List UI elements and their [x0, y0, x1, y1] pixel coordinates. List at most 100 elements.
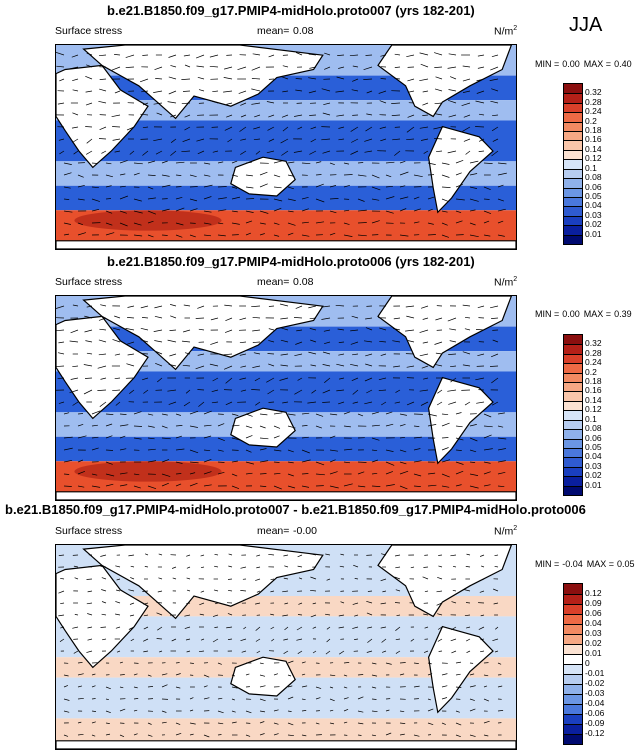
stress-vector	[455, 220, 463, 224]
units-base: N/m	[494, 525, 514, 538]
stress-vector	[315, 174, 322, 176]
stress-vector	[77, 423, 84, 427]
stress-vector	[281, 327, 289, 331]
stress-vector	[256, 554, 261, 557]
stress-vector	[172, 577, 177, 580]
stress-vector	[157, 590, 163, 593]
stress-vector	[91, 473, 98, 476]
stress-vector	[329, 210, 337, 214]
stress-vector	[364, 377, 373, 382]
stress-vector	[395, 589, 401, 592]
stress-vector	[143, 614, 149, 617]
colorbar-swatch	[564, 438, 582, 448]
stress-vector	[63, 674, 69, 677]
stress-vector	[105, 222, 113, 226]
stress-vector	[336, 363, 345, 367]
stress-vector	[322, 389, 331, 394]
stress-vector	[113, 327, 121, 331]
stress-vector	[494, 554, 499, 557]
stress-vector	[351, 377, 359, 382]
stress-vector	[245, 435, 253, 439]
stress-vector	[203, 685, 208, 688]
stress-vector	[245, 710, 252, 714]
stress-vector	[357, 174, 367, 177]
min-value: -0.04	[562, 559, 583, 569]
stress-vector	[462, 78, 471, 82]
stress-vector	[161, 710, 167, 713]
stress-vector	[315, 722, 320, 725]
stress-vector	[427, 673, 433, 676]
stress-vector	[98, 54, 107, 57]
stress-vector	[259, 721, 265, 724]
stress-vector	[455, 484, 462, 487]
continent-outline	[82, 45, 324, 120]
stress-vector	[337, 401, 345, 405]
stress-vector	[224, 329, 233, 333]
stress-vector	[212, 150, 219, 153]
stress-vector	[427, 162, 436, 165]
stress-vector	[133, 425, 143, 427]
stress-vector	[287, 198, 296, 201]
stress-vector	[385, 662, 392, 665]
stress-vector	[282, 401, 289, 404]
colorbar-tick-label: 0.04	[585, 200, 602, 211]
stress-vector	[391, 102, 401, 104]
stress-vector	[161, 184, 171, 188]
stress-vector	[161, 684, 168, 688]
stress-vector	[133, 222, 142, 226]
stress-vector	[338, 138, 345, 141]
stress-vector	[367, 626, 373, 629]
stress-vector	[483, 162, 493, 164]
stress-vector	[295, 305, 303, 309]
stress-vector	[407, 78, 415, 82]
stress-vector	[91, 424, 98, 427]
stress-vector	[381, 401, 387, 406]
stress-vector	[58, 590, 65, 594]
stress-vector	[100, 304, 107, 307]
stress-vector	[245, 413, 253, 417]
stress-vector	[245, 210, 254, 213]
stress-vector	[419, 78, 429, 82]
stress-vector	[175, 413, 182, 416]
stress-vector	[489, 365, 499, 367]
colorbar-swatch	[564, 584, 582, 594]
stress-vector	[478, 578, 485, 582]
stress-vector	[326, 578, 331, 581]
max-label: MAX =	[583, 309, 612, 319]
stress-vector	[385, 732, 392, 736]
colorbar-swatch	[564, 131, 582, 141]
stress-vector	[437, 638, 443, 642]
stress-vector	[343, 209, 350, 212]
stress-vector	[86, 150, 93, 155]
stress-vector	[315, 473, 325, 476]
stress-vector	[91, 186, 99, 189]
stress-vector	[310, 553, 317, 556]
colorbar-tick-label: 0.03	[585, 209, 602, 220]
stress-vector	[259, 685, 266, 688]
stress-vector	[114, 315, 121, 319]
stress-vector	[105, 733, 111, 736]
stress-vector	[399, 208, 407, 212]
stress-vector	[329, 471, 338, 475]
season-label: JJA	[569, 14, 603, 36]
stress-vector	[161, 413, 168, 416]
stress-vector	[112, 138, 121, 141]
stress-vector	[119, 185, 126, 188]
stress-vector	[58, 614, 65, 617]
stress-vector	[282, 90, 289, 93]
stress-vector	[475, 100, 485, 104]
stress-vector	[413, 485, 421, 487]
max-value: 0.40	[614, 59, 632, 69]
stress-vector	[217, 186, 227, 188]
stress-vector	[491, 317, 499, 319]
stress-vector	[427, 234, 436, 236]
stress-vector	[189, 208, 198, 212]
colorbar-tick-label: 0.32	[585, 338, 602, 349]
stress-vector	[91, 710, 97, 712]
stress-vector	[438, 650, 443, 652]
stress-vector	[371, 686, 377, 689]
colorbar-swatch	[564, 215, 582, 226]
stress-vector	[326, 638, 331, 643]
stress-vector	[119, 222, 128, 227]
stress-vector	[379, 126, 387, 129]
